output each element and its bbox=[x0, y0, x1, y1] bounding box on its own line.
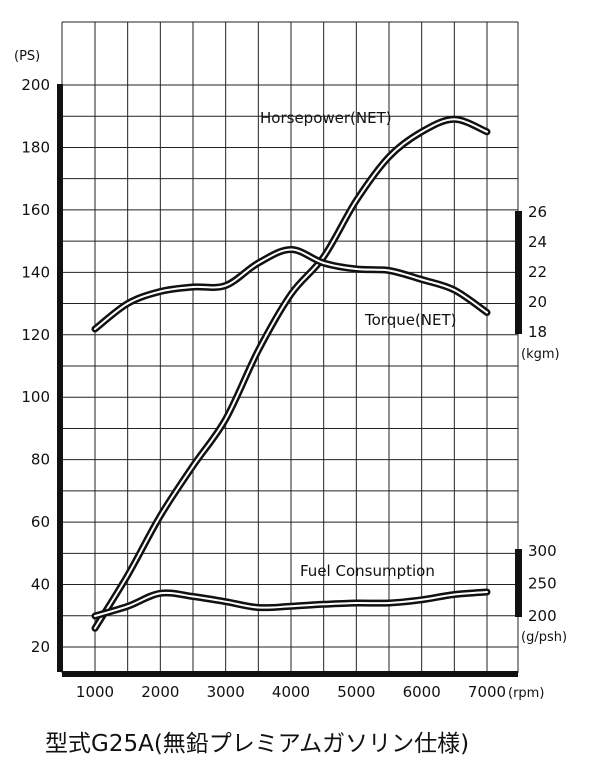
left-tick-label: 40 bbox=[31, 576, 50, 594]
left-tick-label: 160 bbox=[21, 201, 50, 219]
right-fuel-tick-label: 250 bbox=[528, 575, 557, 593]
right-torque-tick-label: 18 bbox=[528, 323, 547, 341]
x-tick-label: 5000 bbox=[337, 683, 375, 701]
series-line-torque-highlight bbox=[94, 248, 488, 330]
left-tick-label: 200 bbox=[21, 76, 50, 94]
right-torque-tick-label: 20 bbox=[528, 293, 547, 311]
x-tick-label: 3000 bbox=[207, 683, 245, 701]
left-tick-label: 120 bbox=[21, 326, 50, 344]
right-fuel-tick-label: 200 bbox=[528, 607, 557, 625]
series-label-fuel: Fuel Consumption bbox=[300, 562, 435, 580]
chart-frame bbox=[57, 84, 522, 677]
x-axis-unit: (rpm) bbox=[508, 686, 544, 701]
curves bbox=[91, 115, 491, 632]
left-axis-unit: (PS) bbox=[14, 49, 40, 64]
x-tick-label: 2000 bbox=[141, 683, 179, 701]
right-torque-tick-label: 26 bbox=[528, 203, 547, 221]
x-tick-label: 4000 bbox=[272, 683, 310, 701]
series-line-fuel-consumption-highlight bbox=[94, 591, 488, 617]
tick-labels: 1000 2000 3000 4000 5000 6000 7000 20 40 60 80 100 1… bbox=[21, 76, 556, 701]
x-tick-label: 1000 bbox=[76, 683, 114, 701]
right-torque-axis-unit: (kgm) bbox=[521, 347, 560, 362]
series-label-horsepower: Horsepower(NET) bbox=[260, 109, 392, 127]
right-torque-tick-label: 24 bbox=[528, 233, 547, 251]
left-tick-label: 60 bbox=[31, 513, 50, 531]
x-tick-label: 6000 bbox=[403, 683, 441, 701]
right-fuel-tick-label: 300 bbox=[528, 542, 557, 560]
left-tick-label: 80 bbox=[31, 451, 50, 469]
right-fuel-axis-unit: (g/psh) bbox=[521, 630, 567, 645]
right-fuel-axis-bar bbox=[515, 549, 522, 617]
right-torque-axis-bar bbox=[515, 211, 522, 334]
series-label-torque: Torque(NET) bbox=[364, 311, 457, 329]
right-torque-tick-label: 22 bbox=[528, 263, 547, 281]
left-axis-bar bbox=[57, 84, 63, 672]
left-tick-label: 140 bbox=[21, 263, 50, 281]
left-tick-label: 180 bbox=[21, 138, 50, 156]
left-tick-label: 20 bbox=[31, 638, 50, 656]
left-tick-label: 100 bbox=[21, 388, 50, 406]
bottom-axis-bar bbox=[62, 671, 518, 677]
series-line-horsepower-highlight bbox=[94, 118, 488, 630]
x-tick-label: 7000 bbox=[468, 683, 506, 701]
chart-caption: 型式G25A(無鉛プレミアムガソリン仕様) bbox=[45, 731, 469, 757]
